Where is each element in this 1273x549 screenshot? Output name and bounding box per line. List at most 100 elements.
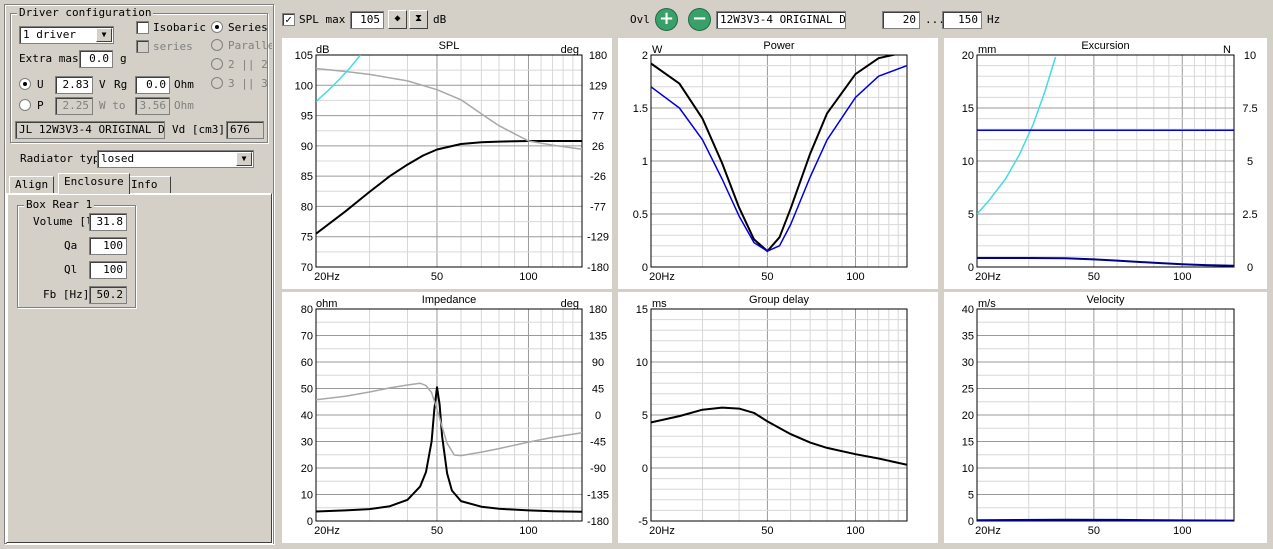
- spl-chart: SPL dB deg 70 75 80 85 90 95 100 105 -180 -129 -77 -26…: [282, 38, 612, 289]
- y2-tick-label: 90: [592, 357, 604, 369]
- plot-frame: [650, 54, 908, 268]
- y-axis-label: m/s: [978, 298, 996, 310]
- y-tick-label: 5: [968, 209, 974, 221]
- spl-max-input[interactable]: 105: [350, 11, 384, 29]
- y-tick-label: 0: [642, 463, 648, 475]
- x-tick-label: 50: [1088, 525, 1100, 537]
- series-radio[interactable]: [211, 21, 223, 33]
- freq-from-input[interactable]: 20: [882, 11, 920, 29]
- minus-icon[interactable]: −: [688, 8, 711, 31]
- tab-align[interactable]: Align: [9, 176, 55, 194]
- power-input[interactable]: 2.25: [55, 97, 93, 115]
- tab-info[interactable]: Info: [125, 176, 171, 194]
- series-label: Series: [228, 21, 268, 34]
- spl-max-label: SPL max: [299, 13, 346, 26]
- y2-tick-label: 10: [1244, 50, 1256, 62]
- driver-count-select[interactable]: 1 driver: [19, 26, 114, 44]
- y-tick-label: 20: [962, 50, 974, 62]
- y-tick-label: 30: [301, 437, 313, 449]
- x-tick-label: 20Hz: [649, 525, 675, 537]
- u-label: U: [37, 78, 44, 91]
- y-tick-label: 95: [301, 111, 313, 123]
- y2-tick-label: -180: [587, 516, 609, 528]
- extra-mass-unit: g: [120, 52, 127, 65]
- y-tick-label: 25: [962, 384, 974, 396]
- ovl-label: Ovl: [630, 13, 650, 26]
- tab-enclosure[interactable]: Enclosure: [58, 173, 130, 194]
- spl-max-checkbox[interactable]: ✓: [282, 13, 295, 26]
- hourglass-icon[interactable]: ⧗: [409, 10, 428, 29]
- series-line: [977, 518, 1234, 521]
- chart-title: Velocity: [1087, 294, 1125, 306]
- left-panel: [4, 4, 274, 544]
- y2-tick-label: -90: [590, 463, 606, 475]
- freq-to-input[interactable]: 150: [942, 11, 982, 29]
- impedance-chart-svg: Impedance ohm deg 0 10 20 30 40 50 60 70 80 -180 -135…: [301, 294, 609, 537]
- opt-3-radio[interactable]: [211, 77, 223, 89]
- power-chart-svg: Power W 0 0.5 1 1.5 2 20Hz 50 100: [633, 40, 908, 283]
- y-tick-label: 0: [642, 262, 648, 274]
- y-tick-label: 0: [307, 516, 313, 528]
- box-rear-title: Box Rear 1: [24, 198, 95, 211]
- y-tick-label: -5: [638, 516, 648, 528]
- x-tick-label: 50: [761, 525, 773, 537]
- group-delay-chart: Group delay ms -5 0 5 10 15 20Hz 50 100: [618, 292, 938, 543]
- qa-label: Qa: [64, 239, 78, 252]
- extra-mass-input[interactable]: 0.0: [79, 50, 113, 68]
- y2-tick-label: 0: [1247, 262, 1253, 274]
- velocity-chart-svg: Velocity m/s 0 5 10 15 20 25 30 35 40 20Hz 50 100: [962, 294, 1235, 537]
- voltage-input[interactable]: 2.83: [55, 76, 93, 94]
- chevron-down-icon[interactable]: ▼: [96, 28, 112, 42]
- driver-select-field[interactable]: 12W3V3-4 ORIGINAL DAI: [716, 11, 846, 29]
- radiator-type-select[interactable]: losed: [97, 150, 254, 168]
- ohm-unit-2: Ohm: [174, 99, 194, 112]
- hz-unit: Hz: [987, 13, 1001, 26]
- y-tick-label: 2: [642, 50, 648, 62]
- x-tick-label: 20Hz: [314, 525, 340, 537]
- parallel-radio[interactable]: [211, 39, 223, 51]
- db-unit: dB: [433, 13, 447, 26]
- y-axis-label: dB: [316, 44, 329, 56]
- y2-tick-label: 129: [589, 80, 607, 92]
- driver-configuration-group: Driver configuration: [10, 6, 268, 143]
- spin-up-down-icon[interactable]: ◆: [388, 10, 407, 29]
- y-tick-label: 70: [301, 262, 313, 274]
- x-tick-label: 20Hz: [975, 525, 1001, 537]
- series-line: [651, 55, 898, 253]
- plus-icon[interactable]: +: [655, 8, 678, 31]
- excursion-chart-svg: Excursion mm N 0 5 10 15 20 0 2.5 5 7.5 10 20Hz 50 100: [962, 40, 1258, 283]
- isobaric-checkbox[interactable]: [136, 21, 149, 34]
- driver-name-field: JL 12W3V3-4 ORIGINAL DAT.: [15, 121, 165, 139]
- y-tick-label: 80: [301, 304, 313, 316]
- voltage-radio[interactable]: [19, 78, 31, 90]
- y-tick-label: 60: [301, 357, 313, 369]
- volume-input[interactable]: 31.8: [89, 213, 127, 231]
- series-line: [316, 67, 582, 150]
- w-to-input[interactable]: 3.56: [135, 97, 170, 115]
- chevron-down-icon[interactable]: ▼: [236, 152, 252, 166]
- series-line: [316, 382, 582, 457]
- y-tick-label: 80: [301, 201, 313, 213]
- volume-label: Volume [l]: [33, 215, 90, 228]
- qa-input[interactable]: 100: [89, 237, 127, 255]
- plot-frame: [976, 308, 1235, 522]
- series-line: [977, 257, 1234, 267]
- power-radio[interactable]: [19, 99, 31, 111]
- y-axis-label: W: [652, 44, 663, 56]
- vd-value: 676: [226, 121, 264, 139]
- x-tick-label: 100: [1173, 271, 1191, 283]
- series-checkbox[interactable]: [136, 40, 149, 53]
- x-tick-label: 100: [1173, 525, 1191, 537]
- ql-input[interactable]: 100: [89, 261, 127, 279]
- y-tick-label: 30: [962, 357, 974, 369]
- y-tick-label: 5: [642, 410, 648, 422]
- y-tick-label: 15: [962, 103, 974, 115]
- y-tick-label: 0: [968, 262, 974, 274]
- series-line: [316, 55, 361, 103]
- power-chart: Power W 0 0.5 1 1.5 2 20Hz 50 100: [618, 38, 938, 289]
- y-tick-label: 1: [642, 156, 648, 168]
- opt-2-radio[interactable]: [211, 58, 223, 70]
- x-tick-label: 100: [519, 271, 537, 283]
- y-tick-label: 20: [962, 410, 974, 422]
- rg-input[interactable]: 0.0: [135, 76, 170, 94]
